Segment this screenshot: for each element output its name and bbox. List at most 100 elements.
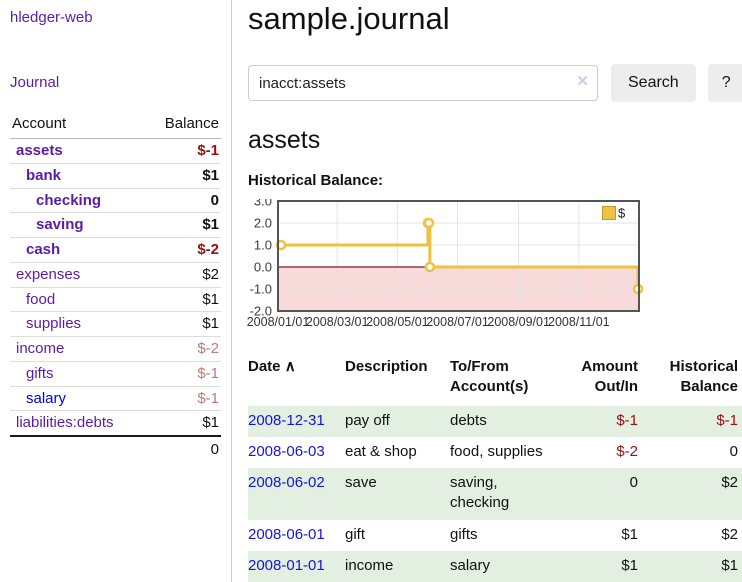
x-axis-tick-label: 2008/11/01 [548, 315, 610, 329]
account-row: bank $1 [10, 163, 221, 189]
register-header-balance: Historical Balance [669, 358, 738, 396]
register-date-link[interactable]: 2008-06-03 [248, 442, 325, 460]
page-title: sample.journal [248, 1, 450, 36]
register-table: Date ∧ Description To/From Account(s) Am… [248, 355, 742, 582]
data-point-marker [423, 217, 435, 229]
account-row: assets $-1 [10, 138, 221, 164]
account-link[interactable]: bank [26, 166, 62, 184]
register-date-cell: 2008-06-03 [248, 437, 345, 468]
main-content: sample.journal ✕ Search ? assets Histori… [232, 0, 742, 582]
register-date-cell: 2008-01-01 [248, 551, 345, 582]
accounts-total-row: 0 [10, 436, 221, 462]
data-point-marker [424, 261, 436, 273]
account-link[interactable]: checking [36, 191, 102, 209]
account-heading: assets [248, 126, 321, 154]
accounts-table: Account Balance assets $-1 bank $1 checking 0… [10, 110, 221, 462]
account-link[interactable]: expenses [16, 265, 81, 283]
register-date-cell: 2008-06-01 [248, 520, 345, 551]
accounts-header-account: Account [10, 110, 146, 139]
register-row: 2008-01-01 income salary $1 $1 [248, 550, 742, 582]
sidebar-item-journal[interactable]: Journal [10, 74, 60, 91]
register-header-row: Date ∧ Description To/From Account(s) Am… [248, 355, 742, 406]
plot-border [277, 200, 640, 312]
register-amount: $1 [621, 556, 638, 574]
register-accounts: gifts [450, 525, 478, 543]
account-row: gifts $-1 [10, 361, 221, 387]
legend-swatch [602, 206, 616, 220]
account-row: checking 0 [10, 188, 221, 214]
register-description: save [345, 474, 377, 491]
y-axis-tick-label: 2.0 [254, 216, 272, 231]
account-balance: 0 [145, 188, 221, 214]
register-amount: $-1 [616, 411, 638, 429]
register-description: eat & shop [345, 442, 417, 460]
register-row: 2008-06-03 eat & shop food, supplies $-2 0 [248, 437, 742, 468]
account-row: saving $1 [10, 212, 221, 238]
account-link[interactable]: food [26, 290, 56, 308]
register-amount: $1 [621, 525, 638, 543]
help-button[interactable]: ? [707, 64, 742, 102]
register-balance: $2 [721, 474, 738, 491]
register-header-date: Date ∧ [248, 358, 296, 375]
account-balance: $-1 [145, 386, 221, 412]
register-date-link[interactable]: 2008-12-31 [248, 411, 325, 429]
register-date-link[interactable]: 2008-06-02 [248, 474, 325, 491]
register-date-cell: 2008-06-02 [248, 468, 345, 520]
x-axis-tick-label: 2008/05/01 [366, 315, 429, 329]
account-link[interactable]: salary [26, 389, 67, 407]
chart-heading: Historical Balance: [248, 172, 384, 189]
y-axis-tick-label: -2.0 [250, 304, 272, 319]
account-link[interactable]: gifts [26, 364, 54, 382]
account-row: salary $-1 [10, 386, 221, 412]
account-link[interactable]: cash [26, 241, 61, 258]
account-link[interactable]: assets [16, 142, 63, 159]
x-axis-tick-label: 2008/07/01 [426, 315, 489, 329]
clear-search-icon[interactable]: ✕ [576, 73, 589, 90]
search-form: ✕ Search ? [248, 64, 742, 102]
register-balance: 0 [729, 442, 738, 460]
register-accounts: food, supplies [450, 442, 543, 460]
register-balance: $2 [721, 525, 738, 543]
account-balance: $-2 [145, 237, 221, 263]
register-amount: $-2 [616, 442, 638, 460]
accounts-total-balance: 0 [210, 441, 219, 458]
register-accounts: saving, checking [450, 474, 510, 512]
x-axis-tick-label: 2008/01/01 [247, 315, 310, 329]
register-balance: $1 [721, 556, 738, 574]
account-balance: $1 [145, 212, 221, 238]
register-date-link[interactable]: 2008-06-01 [248, 525, 325, 543]
register-date-link[interactable]: 2008-01-01 [248, 556, 325, 574]
account-row: liabilities:debts $1 [10, 410, 221, 438]
account-row: expenses $2 [10, 262, 221, 288]
y-axis-tick-label: 3.0 [254, 199, 272, 209]
account-balance: $1 [145, 163, 221, 189]
register-header-description: Description [345, 358, 428, 375]
account-balance: $-1 [145, 138, 221, 164]
x-axis-tick-label: 2008/03/01 [306, 315, 369, 329]
register-row: 2008-06-02 save saving, checking 0 $2 [248, 468, 742, 520]
register-row: 2008-06-01 gift gifts $1 $2 [248, 520, 742, 551]
y-axis-tick-label: 1.0 [254, 238, 272, 253]
account-balance: $-1 [145, 361, 221, 387]
register-description: pay off [345, 411, 390, 429]
register-description: income [345, 556, 394, 574]
register-balance: $-1 [716, 411, 738, 429]
app-title-link[interactable]: hledger-web [10, 9, 93, 26]
register-amount: 0 [629, 474, 638, 491]
account-row: food $1 [10, 287, 221, 313]
account-link[interactable]: saving [36, 216, 84, 234]
historical-balance-chart: $3.0 2.0 1.0 0.0 -1.0 -2.02008/01/012008/03/0… [247, 199, 644, 329]
y-axis-tick-label: 0.0 [254, 260, 272, 275]
account-row: cash $-2 [10, 237, 221, 263]
account-link[interactable]: income [16, 340, 65, 357]
search-input[interactable] [248, 65, 598, 101]
account-link[interactable]: supplies [26, 315, 82, 333]
search-button[interactable]: Search [611, 64, 696, 102]
account-balance: $1 [145, 311, 221, 337]
register-row: 2008-12-31 pay off debts $-1 $-1 [248, 405, 742, 437]
account-link[interactable]: liabilities:debts [16, 414, 114, 432]
register-date-cell: 2008-12-31 [248, 406, 345, 437]
accounts-header-row: Account Balance [10, 110, 221, 139]
register-accounts: salary [450, 556, 491, 574]
